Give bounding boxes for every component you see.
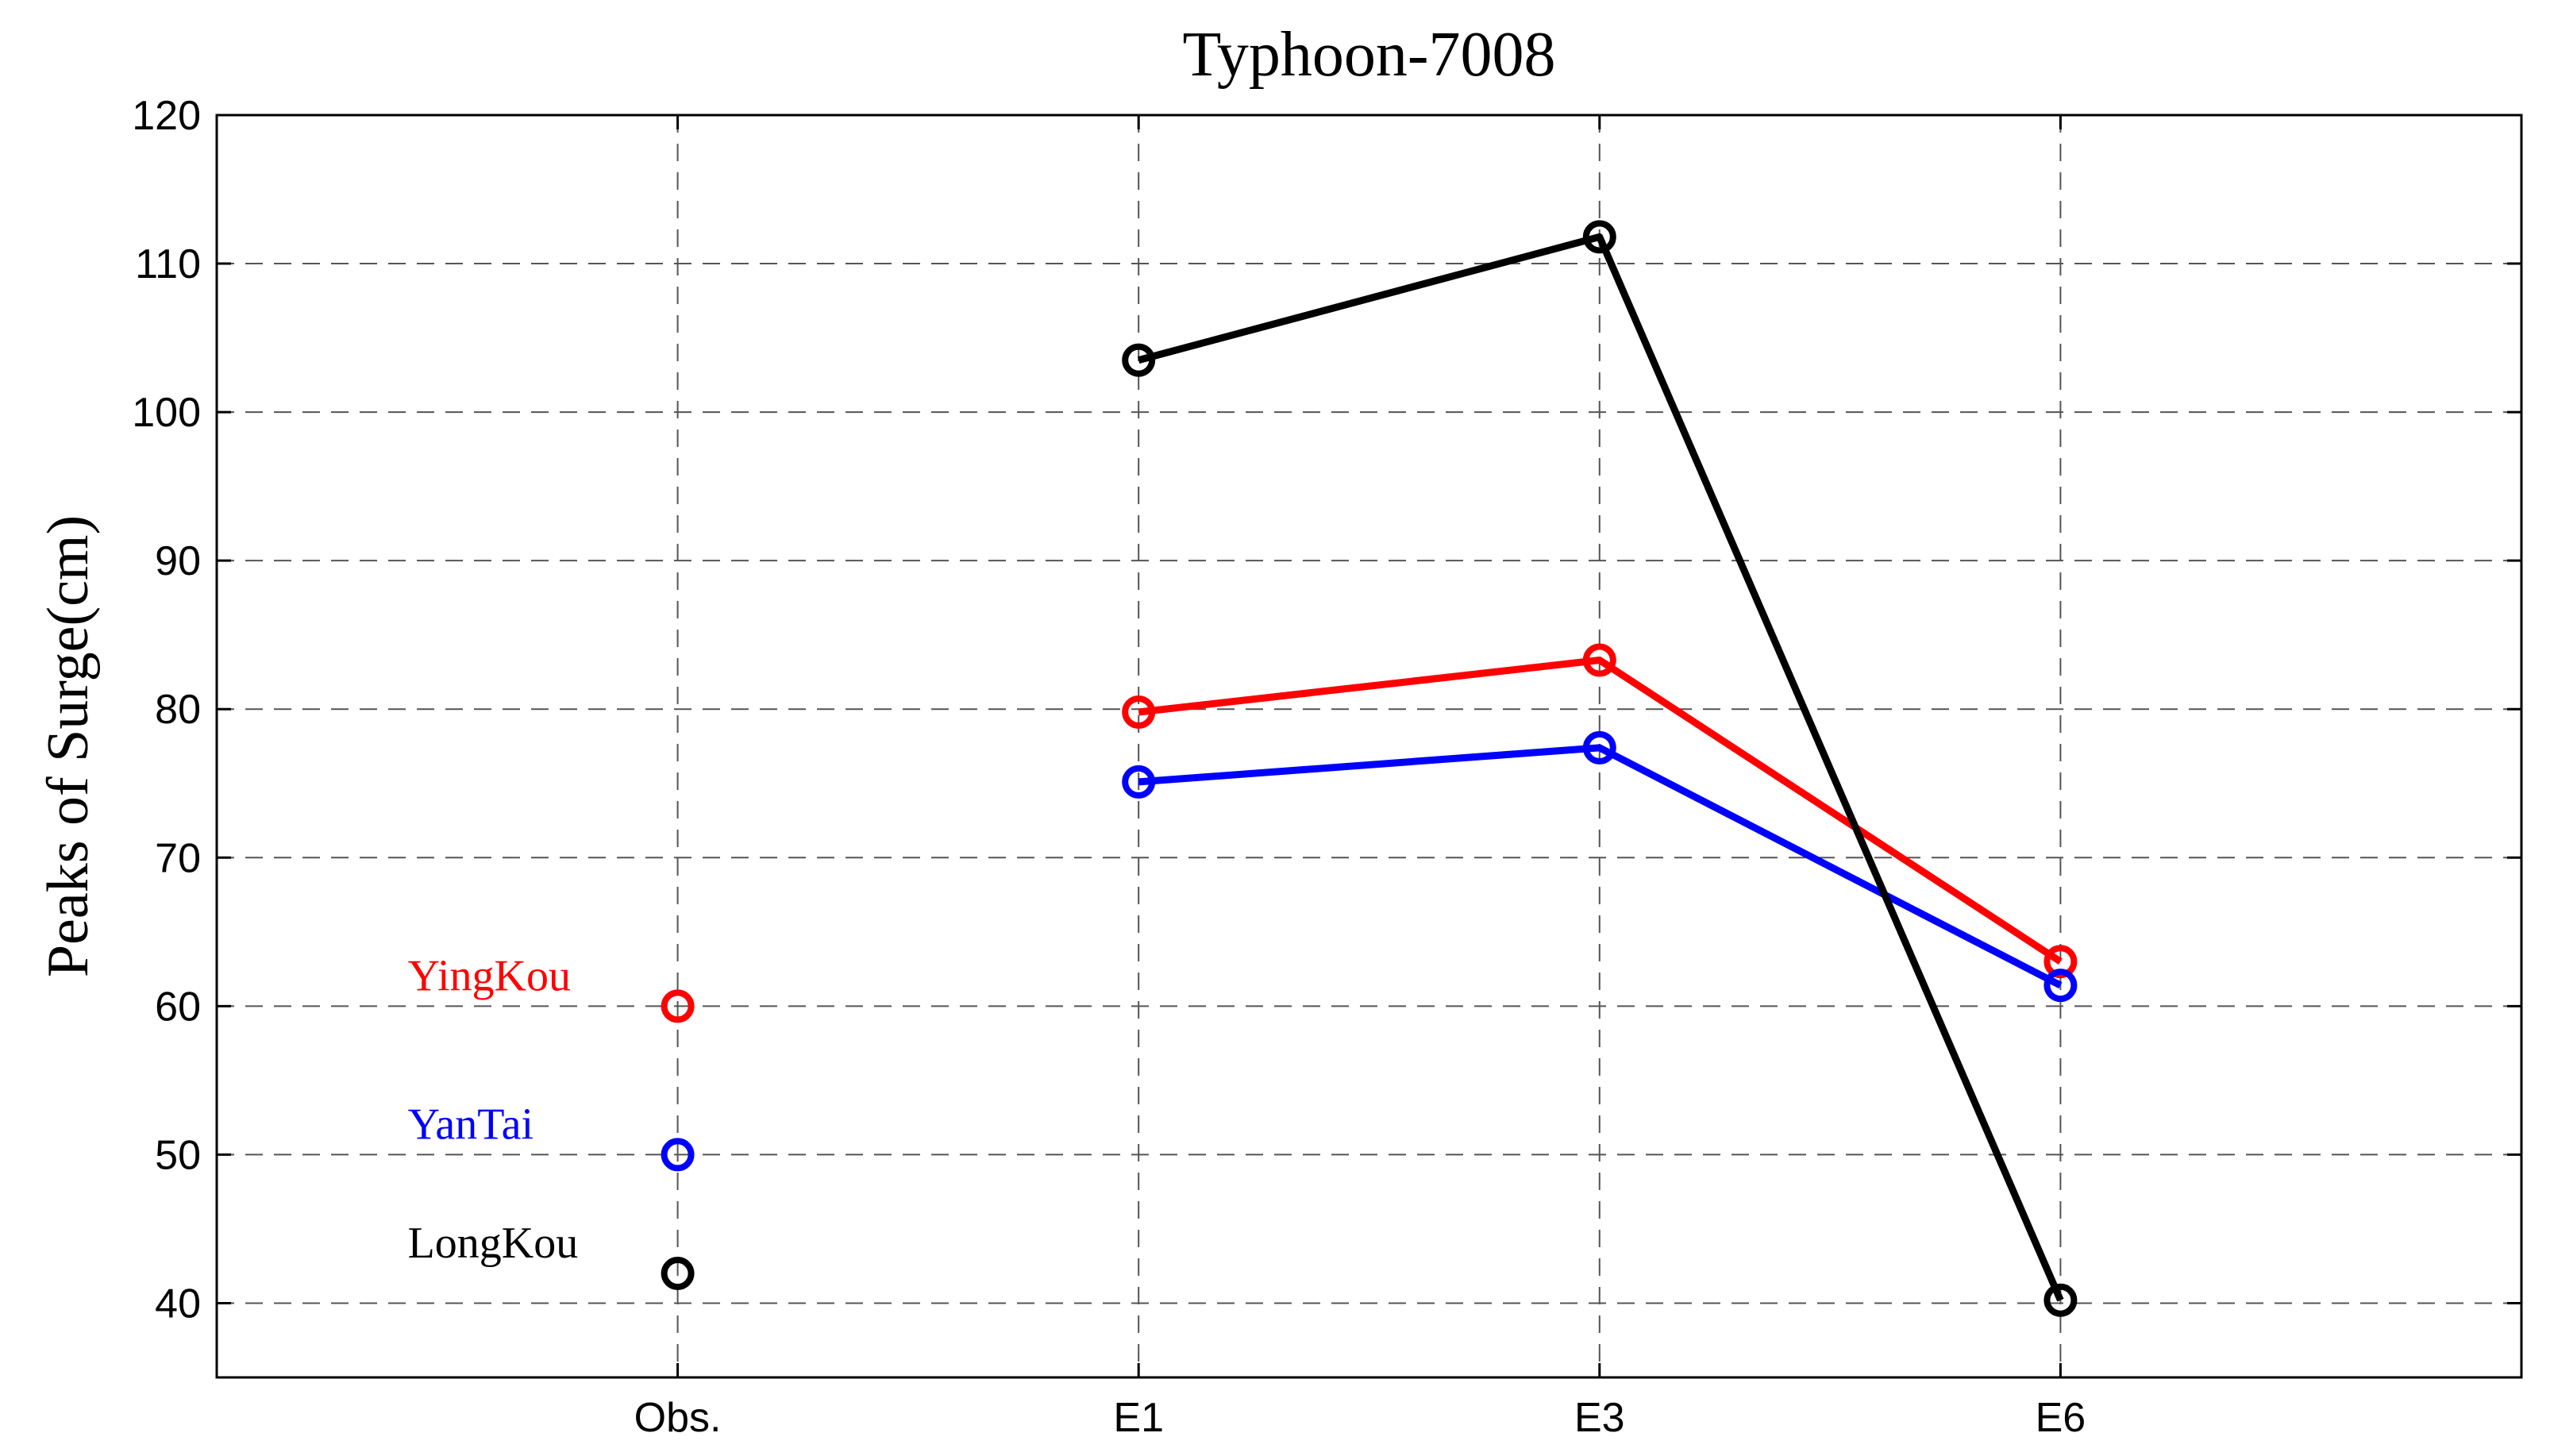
series-labels: YingKou YanTai LongKou [408,951,579,1268]
series-yantai [661,730,2078,1172]
data-point-marker [2043,969,2078,1003]
data-point-marker [1122,343,1156,377]
data-point-marker [1582,730,1616,765]
data-point-marker [1582,643,1616,677]
y-tick-label: 50 [155,1132,201,1178]
y-tick-label: 90 [155,538,201,584]
series-label: YingKou [408,951,571,1000]
obs-point-marker [661,989,695,1023]
y-axis-label: Peaks of Surge(cm) [36,515,101,977]
series-group [661,220,2078,1317]
data-point-marker [2043,1283,2078,1317]
x-tick-label: E3 [1574,1395,1625,1441]
x-tick-label: E1 [1113,1395,1164,1441]
series-line [1138,657,2063,965]
y-tick-label: 60 [155,984,201,1030]
chart-title: Typhoon-7008 [1183,20,1556,90]
obs-point-marker [661,1138,695,1172]
series-line [1138,233,2064,1302]
x-tick-label: E6 [2036,1395,2086,1441]
y-tick-label: 40 [155,1281,201,1327]
x-tick-label: Obs. [634,1395,722,1441]
data-point-marker [2043,945,2078,979]
series-longkou [661,220,2078,1317]
series-label: YanTai [408,1100,533,1149]
grid-lines [217,115,2521,1377]
series-yingkou [661,643,2078,1023]
series-line [1138,744,2063,989]
axis-ticks: 40 50 60 70 80 90 100 110 120 Obs. E1 E3 E6 [132,93,2521,1441]
y-tick-label: 120 [132,93,201,139]
y-tick-label: 100 [132,390,201,436]
obs-point-marker [661,1257,695,1291]
y-tick-label: 80 [155,687,201,733]
data-point-marker [1122,695,1156,729]
data-point-marker [1122,765,1156,799]
data-point-marker [1582,220,1616,254]
series-label: LongKou [408,1219,579,1268]
plot-area-frame [215,114,2523,1379]
y-tick-label: 70 [155,835,201,881]
y-tick-label: 110 [135,241,201,287]
